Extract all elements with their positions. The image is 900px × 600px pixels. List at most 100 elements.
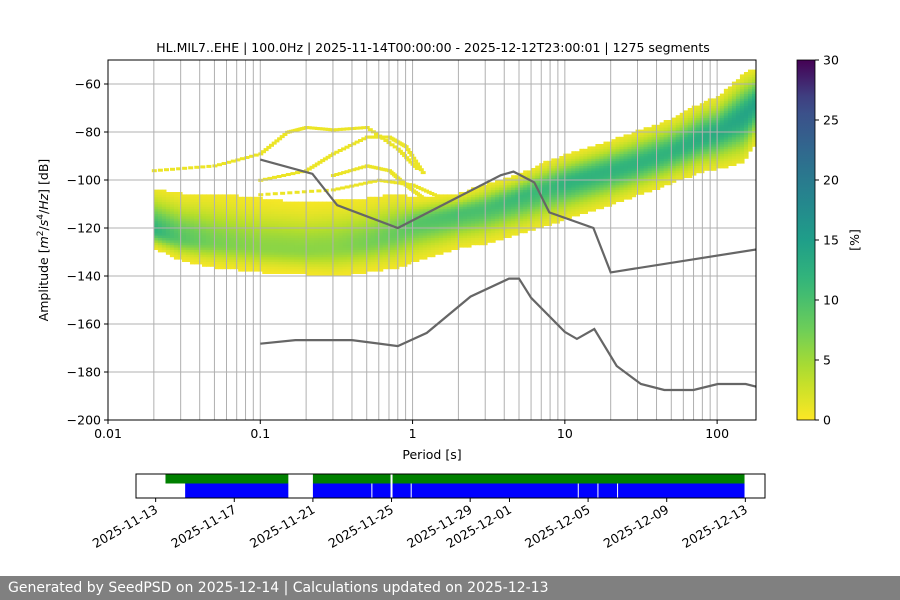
heatmap-cell [495, 211, 500, 214]
heatmap-cell [202, 211, 207, 214]
heatmap-cell [426, 213, 432, 217]
heatmap-cell [366, 225, 372, 229]
heatmap-cell [210, 194, 215, 198]
heatmap-noise-cell [407, 183, 413, 187]
heatmap-cell [711, 165, 717, 169]
heatmap-cell [362, 244, 368, 248]
heatmap-cell [354, 261, 360, 265]
heatmap-cell [719, 100, 725, 104]
heatmap-cell [198, 237, 203, 241]
heatmap-cell [334, 254, 340, 258]
heatmap-cell [210, 199, 215, 202]
heatmap-cell [238, 240, 243, 243]
heatmap-cell [157, 199, 163, 202]
heatmap-cell [366, 223, 372, 226]
heatmap-cell [511, 230, 516, 234]
heatmap-cell [362, 264, 368, 267]
heatmap-cell [218, 254, 223, 258]
heatmap-cell [639, 139, 645, 142]
heatmap-cell [153, 216, 159, 219]
heatmap-cell [210, 208, 215, 212]
heatmap-cell [627, 146, 633, 150]
heatmap-cell [695, 165, 701, 169]
heatmap-cell [687, 160, 693, 164]
heatmap-cell [226, 208, 231, 212]
heatmap-cell [165, 194, 171, 198]
heatmap-cell [318, 244, 324, 248]
heatmap-cell [189, 216, 195, 219]
heatmap-cell [314, 213, 320, 217]
heatmap-cell [619, 189, 625, 193]
heatmap-cell [595, 196, 601, 200]
heatmap-cell [547, 189, 552, 193]
heatmap-cell [298, 232, 303, 236]
heatmap-cell [599, 165, 605, 169]
heatmap-cell [322, 225, 328, 229]
heatmap-cell [374, 264, 380, 267]
heatmap-cell [298, 247, 303, 250]
heatmap-cell [615, 180, 621, 183]
heatmap-cell [326, 247, 332, 250]
heatmap-cell [563, 153, 568, 157]
heatmap-cell [567, 201, 572, 205]
heatmap-cell [254, 199, 259, 202]
heatmap-cell [334, 244, 340, 248]
heatmap-cell [342, 213, 348, 217]
heatmap-cell [446, 232, 452, 236]
heatmap-cell [575, 158, 580, 162]
heatmap-cell [398, 264, 404, 267]
heatmap-cell [579, 196, 584, 200]
heatmap-cell [595, 204, 601, 207]
heatmap-cell [611, 165, 617, 169]
heatmap-cell [651, 127, 657, 130]
heatmap-cell [687, 146, 693, 150]
heatmap-cell [434, 208, 440, 212]
heatmap-cell [250, 211, 255, 214]
heatmap-cell [631, 184, 637, 188]
heatmap-cell [695, 105, 701, 109]
heatmap-cell [507, 232, 512, 236]
heatmap-cell [687, 156, 693, 159]
heatmap-cell [715, 156, 721, 159]
heatmap-cell [611, 144, 617, 147]
heatmap-cell [410, 196, 416, 200]
heatmap-cell [181, 228, 187, 231]
heatmap-cell [406, 223, 412, 226]
heatmap-cell [743, 156, 749, 159]
heatmap-cell [246, 228, 251, 231]
heatmap-cell [230, 208, 235, 212]
heatmap-cell [278, 216, 283, 219]
heatmap-cell [727, 115, 733, 118]
heatmap-cell [599, 201, 605, 205]
x-tick-label: 0.01 [94, 426, 122, 441]
heatmap-cell [354, 271, 360, 274]
heatmap-cell [226, 264, 231, 267]
heatmap-cell [470, 208, 476, 212]
heatmap-cell [703, 139, 709, 142]
heatmap-cell [446, 194, 452, 198]
heatmap-cell [454, 240, 460, 243]
heatmap-cell [611, 139, 617, 142]
heatmap-cell [193, 199, 199, 202]
heatmap-cell [274, 242, 279, 246]
heatmap-cell [218, 259, 223, 262]
heatmap-cell [703, 105, 709, 109]
heatmap-cell [165, 225, 171, 229]
heatmap-cell [466, 208, 472, 212]
heatmap-cell [523, 206, 528, 210]
heatmap-noise-cell [309, 126, 315, 130]
heatmap-noise-cell [267, 176, 273, 180]
heatmap-cell [169, 206, 175, 210]
heatmap-cell [663, 156, 669, 159]
psd-plot: 0.01 0.1 1 10 100−60−80−100−120−140−160−180−… [36, 59, 757, 462]
heatmap-cell [410, 254, 416, 258]
heatmap-cell [587, 175, 593, 178]
heatmap-cell [181, 201, 187, 205]
heatmap-cell [715, 100, 721, 104]
heatmap-cell [181, 249, 187, 253]
heatmap-cell [547, 172, 552, 176]
heatmap-cell [731, 134, 737, 138]
heatmap-cell [695, 112, 701, 116]
heatmap-cell [266, 223, 271, 226]
heatmap-cell [462, 194, 468, 198]
